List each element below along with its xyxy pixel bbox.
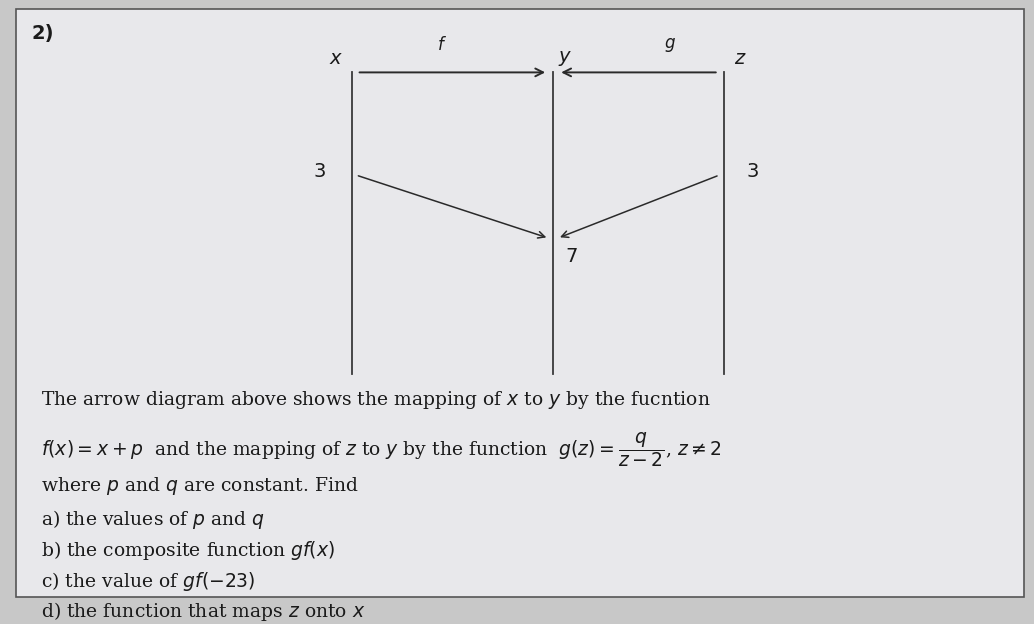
Text: $g$: $g$ [664,36,675,54]
Text: c) the value of $gf(-23)$: c) the value of $gf(-23)$ [41,570,256,593]
Text: $y$: $y$ [558,49,573,67]
Text: The arrow diagram above shows the mapping of $x$ to $y$ by the fucntion: The arrow diagram above shows the mappin… [41,389,711,411]
Text: where $p$ and $q$ are constant. Find: where $p$ and $q$ are constant. Find [41,475,359,497]
Text: 3: 3 [313,162,326,182]
Text: $x$: $x$ [329,49,343,67]
Text: $z$: $z$ [734,49,747,67]
Text: b) the composite function $gf(x)$: b) the composite function $gf(x)$ [41,539,335,562]
Text: 3: 3 [747,162,759,182]
Text: 7: 7 [566,247,578,266]
Text: $f$: $f$ [437,36,447,54]
Text: a) the values of $p$ and $q$: a) the values of $p$ and $q$ [41,508,266,531]
Text: $f(x) = x + p$  and the mapping of $z$ to $y$ by the function  $g(z) = \dfrac{q}: $f(x) = x + p$ and the mapping of $z$ to… [41,430,723,469]
Text: d) the function that maps $z$ onto $x$: d) the function that maps $z$ onto $x$ [41,600,366,623]
Text: 2): 2) [31,24,54,43]
